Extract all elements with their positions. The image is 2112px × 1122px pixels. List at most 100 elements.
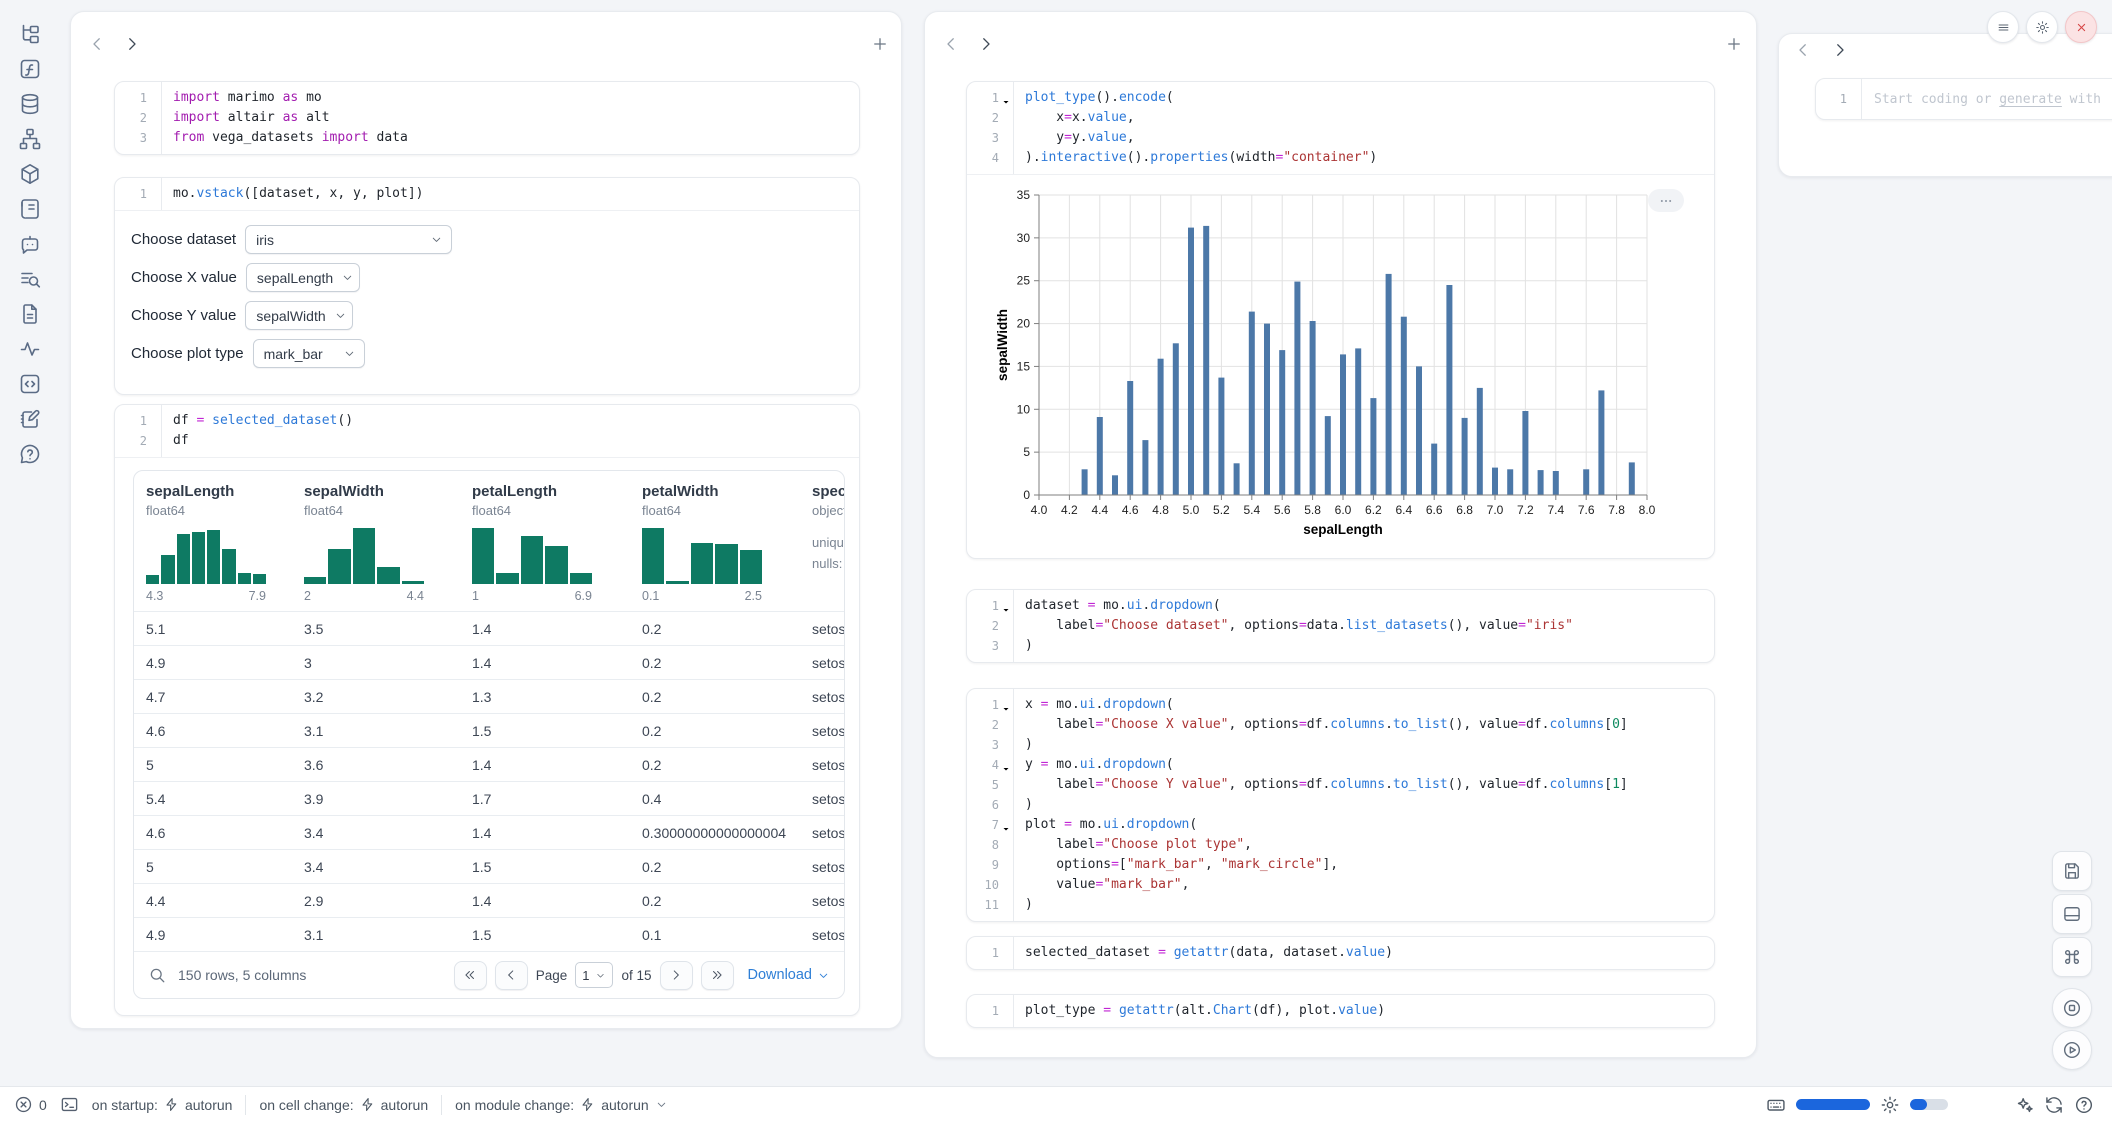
svg-text:5.6: 5.6 <box>1274 503 1291 517</box>
column-collapse-left-button[interactable] <box>1794 41 1812 59</box>
help-icon[interactable] <box>2074 1095 2094 1115</box>
y-value-select[interactable]: sepalWidth <box>245 301 353 330</box>
table-row[interactable]: 4.63.41.40.30000000000000004setosa <box>134 815 844 849</box>
svg-text:sepalLength: sepalLength <box>1303 522 1383 537</box>
last-page-button[interactable] <box>701 961 734 990</box>
code-line: 11) <box>967 895 1714 915</box>
generate-link[interactable]: generate <box>1999 92 2062 107</box>
keyboard-icon[interactable] <box>1766 1095 1786 1115</box>
fold-chevron-icon[interactable] <box>1001 820 1011 830</box>
bar-chart[interactable]: 051015202530354.04.24.44.64.85.05.25.45.… <box>993 185 1661 541</box>
rail-list-search-button[interactable] <box>18 267 42 291</box>
empty-code-cell[interactable]: 1 Start coding or generate with <box>1815 78 2112 120</box>
table-cell: 3.1 <box>292 927 460 943</box>
save-button[interactable] <box>2052 851 2092 891</box>
rail-message-question-button[interactable] <box>18 442 42 466</box>
code-editor[interactable]: 1selected_dataset = getattr(data, datase… <box>967 937 1714 969</box>
table-row[interactable]: 4.63.11.50.2setosa <box>134 713 844 747</box>
column-collapse-left-button[interactable] <box>88 35 106 53</box>
run-all-button[interactable] <box>2052 1030 2092 1070</box>
code-editor[interactable]: 1import marimo as mo2import altair as al… <box>115 82 859 154</box>
close-button[interactable] <box>2065 11 2097 43</box>
column-collapse-right-button[interactable] <box>977 35 995 53</box>
add-cell-button[interactable] <box>871 35 889 53</box>
previous-page-button[interactable] <box>495 961 528 990</box>
chart-options-button[interactable] <box>1648 189 1684 212</box>
column-collapse-left-button[interactable] <box>942 35 960 53</box>
rail-code-square-button[interactable] <box>18 372 42 396</box>
code-editor[interactable]: 1x = mo.ui.dropdown(2 label="Choose X va… <box>967 689 1714 921</box>
rail-org-chart-button[interactable] <box>18 127 42 151</box>
rail-chat-bot-button[interactable] <box>18 232 42 256</box>
table-row[interactable]: 53.41.50.2setosa <box>134 849 844 883</box>
search-icon[interactable] <box>148 966 166 984</box>
column-header[interactable]: petalWidthfloat640.12.5 <box>630 471 800 611</box>
rail-notebook-pen-button[interactable] <box>18 407 42 431</box>
add-cell-button[interactable] <box>1725 35 1743 53</box>
next-page-button[interactable] <box>660 961 693 990</box>
fold-chevron-icon[interactable] <box>1001 760 1011 770</box>
rail-file-text-button[interactable] <box>18 302 42 326</box>
terminal-icon[interactable] <box>60 1095 79 1114</box>
rail-activity-button[interactable] <box>18 337 42 361</box>
table-row[interactable]: 4.931.40.2setosa <box>134 645 844 679</box>
column-header[interactable]: speciesobjectunique:nulls: <box>800 471 844 611</box>
panel-layout-button[interactable] <box>2052 894 2092 934</box>
save-icon <box>2062 861 2082 881</box>
code-editor[interactable]: 1plot_type = getattr(alt.Chart(df), plot… <box>967 995 1714 1027</box>
menu-button[interactable] <box>1987 11 2019 43</box>
code-cell-vstack: 1mo.vstack([dataset, x, y, plot]) Choose… <box>114 177 860 395</box>
autorun-setting[interactable]: on module change:autorun <box>455 1097 668 1113</box>
fold-chevron-icon[interactable] <box>1001 93 1011 103</box>
gear-icon[interactable] <box>1880 1095 1900 1115</box>
code-editor[interactable]: 1plot_type().encode(2 x=x.value,3 y=y.va… <box>967 82 1714 175</box>
page-select[interactable]: 1 <box>575 962 613 988</box>
function-square-icon <box>18 69 42 84</box>
column-collapse-right-button[interactable] <box>1831 41 1849 59</box>
fold-chevron-icon[interactable] <box>1001 700 1011 710</box>
settings-button[interactable] <box>2026 11 2058 43</box>
svg-text:5: 5 <box>1023 445 1030 459</box>
rail-function-square-button[interactable] <box>18 57 42 81</box>
table-cell: 0.2 <box>630 621 800 637</box>
download-button[interactable]: Download <box>748 967 831 983</box>
code-editor[interactable]: 1dataset = mo.ui.dropdown(2 label="Choos… <box>967 590 1714 662</box>
first-page-button[interactable] <box>454 961 487 990</box>
table-row[interactable]: 4.42.91.40.2setosa <box>134 883 844 917</box>
fold-chevron-icon[interactable] <box>1001 601 1011 611</box>
column-header[interactable]: sepalWidthfloat6424.4 <box>292 471 460 611</box>
table-cell: setosa <box>800 655 844 671</box>
plot-type-select[interactable]: mark_bar <box>253 339 365 368</box>
table-row[interactable]: 5.13.51.40.2setosa <box>134 611 844 645</box>
dataset-select[interactable]: iris <box>245 225 452 254</box>
table-row[interactable]: 4.73.21.30.2setosa <box>134 679 844 713</box>
column-header[interactable]: petalLengthfloat6416.9 <box>460 471 630 611</box>
interrupt-button[interactable] <box>2052 988 2092 1028</box>
table-row[interactable]: 5.43.91.70.4setosa <box>134 781 844 815</box>
column-header[interactable]: sepalLengthfloat644.37.9 <box>134 471 292 611</box>
code-editor[interactable]: 1mo.vstack([dataset, x, y, plot]) <box>115 178 859 211</box>
code-line: 4y = mo.ui.dropdown( <box>967 755 1714 775</box>
code-editor[interactable]: 1df = selected_dataset()2df <box>115 405 859 458</box>
keyboard-shortcuts-button[interactable] <box>2052 937 2092 977</box>
sparkles-icon[interactable] <box>2014 1095 2034 1115</box>
table-cell: 3 <box>292 655 460 671</box>
line-number: 1 <box>967 596 1013 616</box>
x-value-select[interactable]: sepalLength <box>246 263 360 292</box>
rail-file-tree-button[interactable] <box>18 22 42 46</box>
table-cell: 5.4 <box>134 791 292 807</box>
form-row: Choose Y valuesepalWidth <box>131 301 843 330</box>
svg-text:0: 0 <box>1023 488 1030 502</box>
column-collapse-right-button[interactable] <box>123 35 141 53</box>
rail-database-button[interactable] <box>18 92 42 116</box>
refresh-icon[interactable] <box>2044 1095 2064 1115</box>
table-cell: 2.9 <box>292 893 460 909</box>
table-row[interactable]: 53.61.40.2setosa <box>134 747 844 781</box>
table-row[interactable]: 4.93.11.50.1setosa <box>134 917 844 951</box>
error-indicator[interactable]: 0 <box>14 1095 47 1114</box>
rail-package-button[interactable] <box>18 162 42 186</box>
file-text-icon <box>18 314 42 329</box>
zap-icon <box>360 1097 375 1112</box>
line-number: 2 <box>115 108 161 128</box>
rail-scroll-text-button[interactable] <box>18 197 42 221</box>
